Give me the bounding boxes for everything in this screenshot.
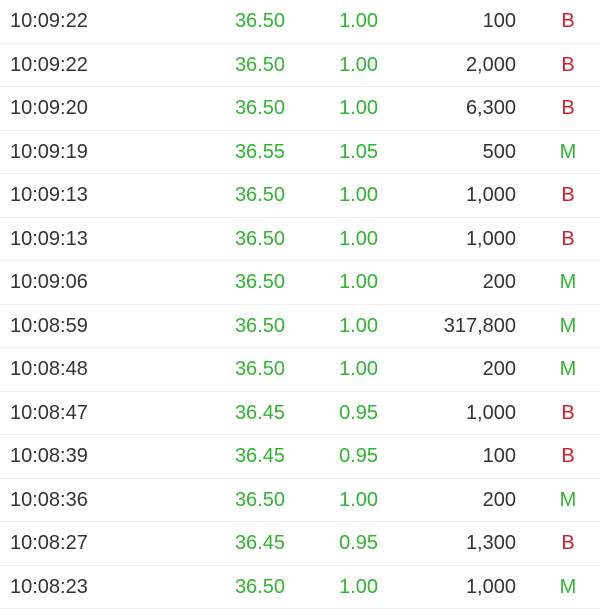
trade-row[interactable]: 10:09:19 36.55 1.05 500 M	[0, 131, 600, 175]
trade-change: 1.00	[339, 348, 378, 392]
trade-time: 10:08:23	[10, 566, 88, 609]
trade-change: 1.00	[339, 261, 378, 305]
trade-side: B	[556, 87, 580, 131]
trade-volume: 200	[483, 261, 516, 305]
trade-price: 36.50	[235, 479, 285, 523]
trade-change: 1.00	[339, 174, 378, 218]
trade-volume: 1,000	[466, 392, 516, 436]
trade-volume: 100	[483, 435, 516, 479]
trade-price: 36.55	[235, 131, 285, 175]
trade-volume: 500	[483, 131, 516, 175]
trade-side: B	[556, 0, 580, 44]
trade-price: 36.50	[235, 566, 285, 609]
trade-time: 10:09:13	[10, 218, 88, 262]
trade-row[interactable]: 10:09:13 36.50 1.00 1,000 B	[0, 218, 600, 262]
trade-change: 0.95	[339, 392, 378, 436]
trade-volume: 200	[483, 479, 516, 523]
trade-time: 10:08:59	[10, 305, 88, 349]
trade-side: B	[556, 435, 580, 479]
trade-volume: 1,000	[466, 218, 516, 262]
trade-time: 10:09:06	[10, 261, 88, 305]
trade-time: 10:09:13	[10, 174, 88, 218]
trade-change: 1.00	[339, 0, 378, 44]
trade-side: M	[556, 348, 580, 392]
trade-side: M	[556, 479, 580, 523]
trade-price: 36.45	[235, 392, 285, 436]
trade-row[interactable]: 10:08:36 36.50 1.00 200 M	[0, 479, 600, 523]
trade-volume: 2,000	[466, 44, 516, 88]
trade-time: 10:09:20	[10, 87, 88, 131]
trade-row[interactable]: 10:09:06 36.50 1.00 200 M	[0, 261, 600, 305]
trade-row[interactable]: 10:09:13 36.50 1.00 1,000 B	[0, 174, 600, 218]
trade-side: B	[556, 44, 580, 88]
trade-price: 36.45	[235, 435, 285, 479]
trade-change: 1.00	[339, 305, 378, 349]
trade-time: 10:08:27	[10, 522, 88, 566]
trade-side: M	[556, 305, 580, 349]
trade-time: 10:08:39	[10, 435, 88, 479]
trade-change: 1.05	[339, 131, 378, 175]
trade-time: 10:09:22	[10, 44, 88, 88]
trade-row[interactable]: 10:08:27 36.45 0.95 1,300 B	[0, 522, 600, 566]
trade-volume: 317,800	[444, 305, 516, 349]
trade-volume: 6,300	[466, 87, 516, 131]
trade-change: 0.95	[339, 435, 378, 479]
trade-change: 1.00	[339, 44, 378, 88]
trade-change: 1.00	[339, 479, 378, 523]
trade-time: 10:09:19	[10, 131, 88, 175]
trade-side: B	[556, 522, 580, 566]
trade-row[interactable]: 10:09:20 36.50 1.00 6,300 B	[0, 87, 600, 131]
trade-volume: 100	[483, 0, 516, 44]
trade-price: 36.50	[235, 0, 285, 44]
trade-price: 36.50	[235, 348, 285, 392]
trade-side: M	[556, 566, 580, 609]
trade-volume: 1,000	[466, 566, 516, 609]
trade-side: B	[556, 392, 580, 436]
trade-price: 36.50	[235, 44, 285, 88]
trade-side: B	[556, 218, 580, 262]
trade-row[interactable]: 10:08:47 36.45 0.95 1,000 B	[0, 392, 600, 436]
trade-change: 1.00	[339, 87, 378, 131]
trade-time: 10:08:36	[10, 479, 88, 523]
trade-price: 36.45	[235, 522, 285, 566]
trade-price: 36.50	[235, 305, 285, 349]
trade-row[interactable]: 10:08:48 36.50 1.00 200 M	[0, 348, 600, 392]
trade-row[interactable]: 10:09:22 36.50 1.00 100 B	[0, 0, 600, 44]
trade-side: M	[556, 261, 580, 305]
trade-time: 10:08:48	[10, 348, 88, 392]
trade-side: M	[556, 131, 580, 175]
trade-row[interactable]: 10:08:23 36.50 1.00 1,000 M	[0, 566, 600, 609]
trade-row[interactable]: 10:08:59 36.50 1.00 317,800 M	[0, 305, 600, 349]
trade-volume: 200	[483, 348, 516, 392]
trade-side: B	[556, 174, 580, 218]
trade-time: 10:08:47	[10, 392, 88, 436]
trade-row[interactable]: 10:08:39 36.45 0.95 100 B	[0, 435, 600, 479]
trade-time: 10:09:22	[10, 0, 88, 44]
trade-change: 0.95	[339, 522, 378, 566]
trade-price: 36.50	[235, 218, 285, 262]
trade-price: 36.50	[235, 261, 285, 305]
trade-volume: 1,300	[466, 522, 516, 566]
trade-price: 36.50	[235, 174, 285, 218]
trade-volume: 1,000	[466, 174, 516, 218]
trade-row[interactable]: 10:09:22 36.50 1.00 2,000 B	[0, 44, 600, 88]
trade-change: 1.00	[339, 218, 378, 262]
trade-price: 36.50	[235, 87, 285, 131]
trade-change: 1.00	[339, 566, 378, 609]
